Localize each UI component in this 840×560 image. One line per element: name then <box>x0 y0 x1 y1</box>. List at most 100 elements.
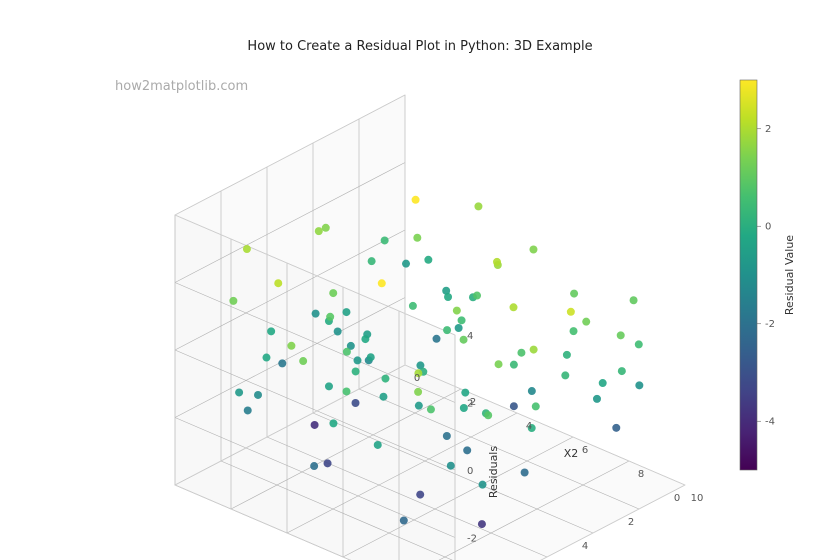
scatter-point <box>235 388 243 396</box>
scatter-point <box>447 462 455 470</box>
svg-text:6: 6 <box>582 445 588 456</box>
scatter-point <box>254 391 262 399</box>
scatter-point <box>342 308 350 316</box>
scatter-point <box>521 469 529 477</box>
z-axis-label: Residuals <box>487 446 500 498</box>
colorbar-tick: 2 <box>765 124 771 135</box>
watermark-text: how2matplotlib.com <box>115 79 248 94</box>
scatter-point <box>599 379 607 387</box>
scatter-point <box>315 227 323 235</box>
scatter-point <box>378 279 386 287</box>
scatter-point <box>618 367 626 375</box>
scatter-point <box>510 361 518 369</box>
scatter-point <box>532 402 540 410</box>
scatter-point <box>493 258 501 266</box>
svg-text:0: 0 <box>414 373 420 384</box>
scatter-point <box>415 402 423 410</box>
scatter-point <box>381 236 389 244</box>
scatter-point <box>287 342 295 350</box>
svg-text:2: 2 <box>467 399 473 410</box>
scatter-point <box>274 279 282 287</box>
scatter-point <box>262 354 270 362</box>
scatter-point <box>570 290 578 298</box>
scatter-point <box>593 395 601 403</box>
scatter-point <box>458 316 466 324</box>
scatter-point <box>635 381 643 389</box>
scatter-point <box>278 359 286 367</box>
scatter-point <box>416 491 424 499</box>
y-axis-label: X2 <box>564 447 579 460</box>
scatter-point <box>402 260 410 268</box>
colorbar-tick: -2 <box>765 319 775 330</box>
scatter-point <box>329 419 337 427</box>
scatter-point <box>342 387 350 395</box>
scatter-point <box>324 459 332 467</box>
scatter-point <box>367 353 375 361</box>
scatter-point <box>461 389 469 397</box>
scatter-point <box>582 318 590 326</box>
scatter-point <box>412 196 420 204</box>
scatter-point <box>463 446 471 454</box>
scatter-point <box>478 520 486 528</box>
svg-text:4: 4 <box>467 331 473 342</box>
scatter-point <box>311 421 319 429</box>
scatter-point <box>617 331 625 339</box>
figure-root: How to Create a Residual Plot in Python:… <box>0 0 840 560</box>
axes-3d <box>175 95 685 560</box>
scatter-point <box>312 310 320 318</box>
scatter-point <box>329 289 337 297</box>
scatter-point <box>495 360 503 368</box>
scatter-point <box>479 481 487 489</box>
svg-text:10: 10 <box>691 493 704 504</box>
scatter-point <box>379 393 387 401</box>
scatter-point <box>484 411 492 419</box>
colorbar-tick: -4 <box>765 416 775 427</box>
svg-text:0: 0 <box>674 493 680 504</box>
scatter-point <box>570 327 578 335</box>
scatter-point <box>334 327 342 335</box>
colorbar-tick: 0 <box>765 221 771 232</box>
svg-text:4: 4 <box>526 421 532 432</box>
scatter-point <box>443 326 451 334</box>
scatter-point <box>361 335 369 343</box>
scatter-point <box>409 302 417 310</box>
scatter-point <box>343 348 351 356</box>
scatter-point <box>443 432 451 440</box>
scatter-point <box>244 406 252 414</box>
scatter-point <box>630 296 638 304</box>
scatter-point <box>510 402 518 410</box>
scatter-point <box>352 399 360 407</box>
scatter-point <box>433 335 441 343</box>
scatter-point <box>567 308 575 316</box>
scatter-point <box>453 307 461 315</box>
scatter-point <box>310 462 318 470</box>
scatter-point <box>381 375 389 383</box>
scatter-point <box>529 246 537 254</box>
scatter-point <box>243 245 251 253</box>
scatter-point <box>635 340 643 348</box>
scatter-point <box>444 293 452 301</box>
scatter-point <box>517 349 525 357</box>
svg-text:-2: -2 <box>467 534 477 545</box>
scatter-point <box>474 202 482 210</box>
scatter-point <box>413 234 421 242</box>
scatter-point <box>352 367 360 375</box>
scatter-point <box>229 297 237 305</box>
chart-title: How to Create a Residual Plot in Python:… <box>247 39 592 54</box>
colorbar: -4-202 Residual Value <box>740 80 796 470</box>
scatter-point <box>353 356 361 364</box>
colorbar-ticks: -4 -2 0 2 <box>757 124 775 428</box>
scatter-point <box>267 327 275 335</box>
scatter-point <box>510 303 518 311</box>
scatter-point <box>374 441 382 449</box>
svg-text:4: 4 <box>582 541 588 552</box>
scatter-point <box>561 371 569 379</box>
scatter-point <box>326 313 334 321</box>
svg-text:8: 8 <box>638 469 644 480</box>
scatter-point <box>322 224 330 232</box>
scatter-point <box>299 357 307 365</box>
scatter-point <box>414 388 422 396</box>
scatter-point <box>325 382 333 390</box>
scatter-point <box>424 256 432 264</box>
svg-text:2: 2 <box>628 517 634 528</box>
